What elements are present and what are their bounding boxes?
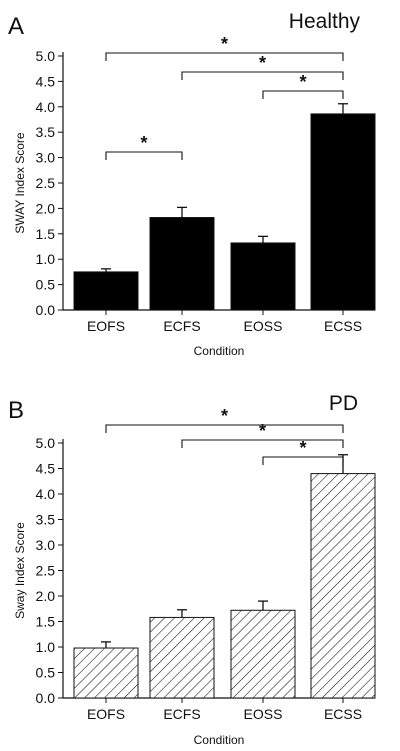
significance-star: * [259,53,266,73]
y-tick-label: 3.0 [36,150,56,166]
y-tick-label: 2.0 [36,588,56,604]
x-axis-label: Condition [194,344,245,358]
x-tick-label: EOSS [244,318,283,334]
y-axis-label: Sway Index Score [13,522,27,619]
x-tick-label: ECSS [324,706,362,722]
panel-b: B PD 0.0 0.5 1.0 1.5 2.0 2.5 3.0 3.5 4.0 4.5 5.0 EOFS… [8,392,376,747]
y-tick-label: 3.0 [36,537,56,553]
y-tick-label: 0.5 [36,277,56,293]
x-tick-label: EOSS [244,706,283,722]
y-tick-label: 1.0 [36,639,56,655]
y-tick-label: 0.0 [36,690,56,706]
significance-bracket [262,90,344,99]
y-tick-label: 4.5 [36,461,56,477]
y-axis-label: SWAY Index Score [13,132,27,233]
x-tick-label: EOFS [87,318,125,334]
y-tick-label: 5.0 [36,435,56,451]
x-tick-label: EOFS [87,706,125,722]
significance-bracket [262,456,344,465]
significance-bracket [105,52,344,61]
y-tick-label: 3.5 [36,124,56,140]
y-tick-label: 4.0 [36,99,56,115]
significance-star: * [299,72,306,92]
bar-ecfs [149,217,215,311]
significance-star: * [259,421,266,441]
significance-star: * [221,34,228,54]
significance-star: * [299,438,306,458]
bar-eofs [73,647,139,699]
x-axis-label: Condition [194,733,245,747]
significance-bracket [181,439,344,448]
x-tick-label: ECFS [163,318,200,334]
significance-bracket [105,424,344,433]
y-tick-label: 0.0 [36,302,56,318]
x-tick-label: ECSS [324,318,362,334]
y-tick-label: 2.5 [36,175,56,191]
bar-eoss [230,242,296,311]
bar-ecfs [149,616,215,699]
significance-star: * [221,406,228,426]
bar-ecss [310,113,376,311]
significance-bracket [181,71,344,80]
y-tick-label: 1.0 [36,251,56,267]
bar-eoss [230,609,296,699]
group-label: PD [329,392,358,415]
y-tick-label: 2.0 [36,200,56,216]
significance-star: * [140,133,147,153]
y-tick-label: 1.5 [36,226,56,242]
y-tick-label: 4.5 [36,73,56,89]
significance-bracket [105,151,183,160]
bar-eofs [73,271,139,311]
panel-letter: B [8,397,24,424]
y-tick-label: 0.5 [36,665,56,681]
bar-ecss [310,473,376,699]
group-label: Healthy [289,10,361,33]
panel-a: A Healthy 0.0 0.5 1.0 1.5 2.0 2.5 3.0 3.5 4.0 4.5 5.… [8,10,376,358]
y-tick-label: 1.5 [36,614,56,630]
y-tick-label: 3.5 [36,512,56,528]
y-tick-label: 5.0 [36,48,56,64]
y-tick-label: 4.0 [36,486,56,502]
y-tick-label: 2.5 [36,563,56,579]
x-tick-label: ECFS [163,706,200,722]
panel-letter: A [8,13,24,40]
